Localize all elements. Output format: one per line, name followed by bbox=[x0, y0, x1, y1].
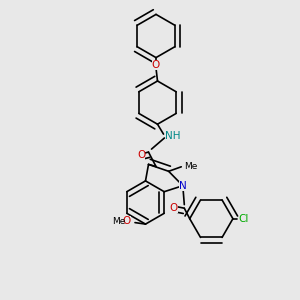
Text: O: O bbox=[137, 150, 145, 160]
Text: NH: NH bbox=[165, 130, 181, 141]
Text: O: O bbox=[122, 216, 130, 226]
Text: O: O bbox=[152, 60, 160, 70]
Text: Cl: Cl bbox=[238, 214, 249, 224]
Text: Me: Me bbox=[112, 217, 125, 226]
Text: O: O bbox=[170, 203, 178, 213]
Text: Me: Me bbox=[184, 162, 197, 171]
Text: N: N bbox=[179, 181, 187, 191]
